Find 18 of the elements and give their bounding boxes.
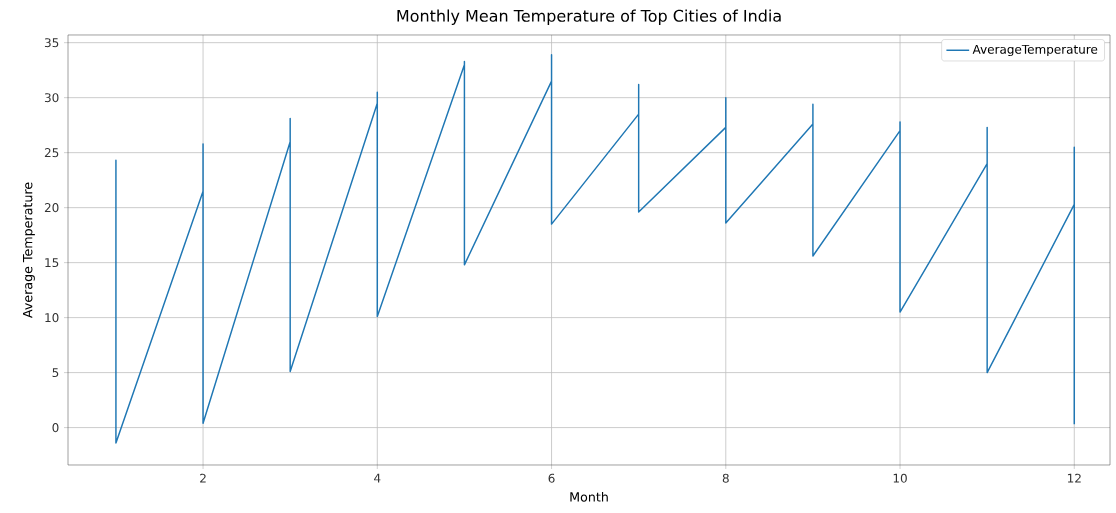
y-tick-label: 5 (52, 368, 59, 378)
y-tick-label: 30 (44, 93, 59, 103)
x-tick-label: 12 (1067, 473, 1081, 483)
x-tick-label: 2 (200, 473, 206, 483)
x-tick-label: 10 (893, 473, 907, 483)
y-tick-label: 10 (45, 313, 59, 323)
x-tick-label: 6 (548, 473, 555, 483)
y-axis-title: Average Temperature (23, 182, 35, 319)
y-tick-label: 35 (44, 38, 59, 48)
x-tick-label: 8 (722, 473, 729, 483)
x-axis-title: Month (570, 491, 608, 502)
y-tick-label: 25 (44, 148, 59, 158)
y-tick-label: 15 (45, 258, 59, 268)
chart-title: Monthly Mean Temperature of Top Cities of India (397, 9, 781, 25)
legend-label: AverageTemperature (972, 44, 1098, 57)
y-tick-label: 0 (52, 423, 59, 433)
y-tick-label: 20 (44, 203, 59, 213)
x-tick-label: 4 (374, 473, 381, 483)
